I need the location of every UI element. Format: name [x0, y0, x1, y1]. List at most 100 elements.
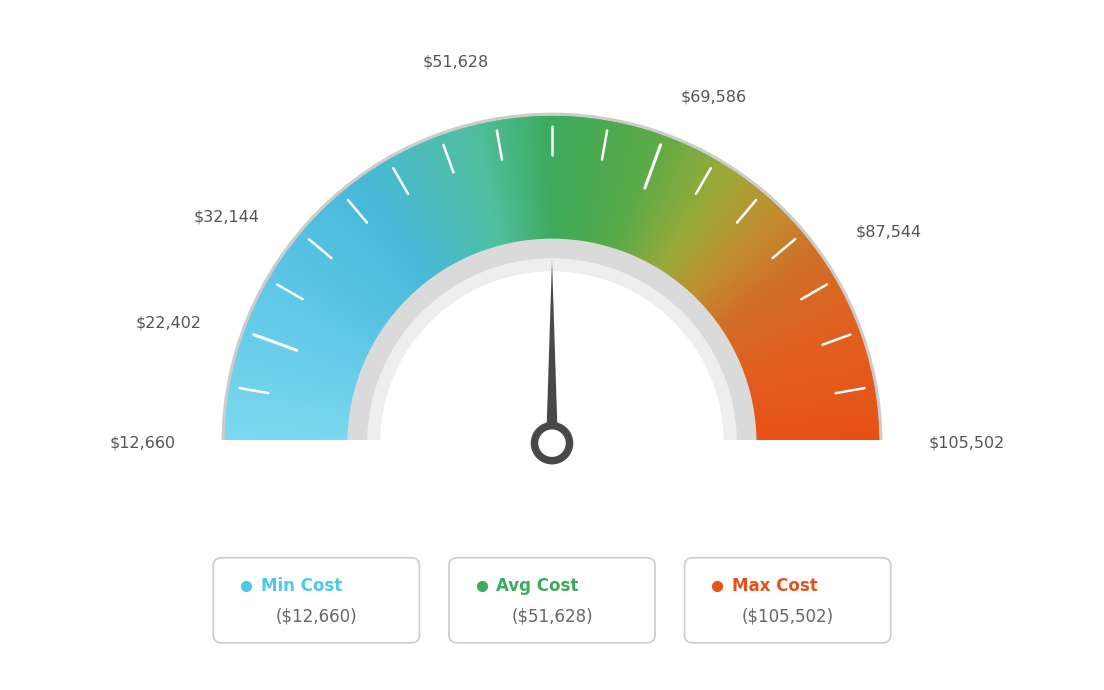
Wedge shape: [707, 232, 805, 315]
Wedge shape: [247, 319, 364, 369]
Wedge shape: [283, 254, 386, 328]
Wedge shape: [489, 121, 517, 244]
Wedge shape: [561, 116, 571, 241]
FancyBboxPatch shape: [684, 558, 891, 643]
Wedge shape: [274, 267, 381, 337]
Wedge shape: [755, 440, 879, 444]
Wedge shape: [565, 117, 578, 241]
Wedge shape: [755, 434, 879, 441]
Wedge shape: [724, 271, 832, 339]
Wedge shape: [278, 260, 384, 333]
Wedge shape: [318, 211, 410, 302]
Wedge shape: [339, 192, 422, 289]
Wedge shape: [687, 199, 773, 293]
Wedge shape: [724, 269, 831, 338]
Wedge shape: [638, 146, 694, 261]
Wedge shape: [306, 224, 402, 310]
Wedge shape: [702, 224, 798, 310]
Wedge shape: [477, 124, 509, 246]
Wedge shape: [697, 213, 788, 302]
Wedge shape: [740, 317, 856, 368]
Wedge shape: [238, 346, 359, 386]
Wedge shape: [240, 341, 359, 383]
Wedge shape: [340, 190, 423, 288]
Wedge shape: [291, 241, 392, 321]
Wedge shape: [541, 116, 548, 240]
Wedge shape: [636, 146, 692, 260]
Wedge shape: [751, 375, 873, 404]
Wedge shape: [361, 175, 436, 279]
Wedge shape: [400, 151, 460, 264]
Wedge shape: [375, 165, 445, 273]
Wedge shape: [708, 234, 807, 315]
Wedge shape: [443, 133, 487, 252]
Wedge shape: [473, 125, 506, 246]
Wedge shape: [691, 206, 781, 298]
Wedge shape: [227, 401, 351, 420]
Wedge shape: [258, 293, 372, 353]
Wedge shape: [739, 315, 854, 366]
Wedge shape: [698, 215, 789, 304]
FancyBboxPatch shape: [449, 558, 655, 643]
Wedge shape: [730, 287, 841, 349]
Wedge shape: [373, 166, 444, 273]
Wedge shape: [226, 411, 350, 426]
Wedge shape: [734, 300, 849, 357]
Wedge shape: [643, 150, 701, 263]
Wedge shape: [288, 246, 390, 323]
Wedge shape: [225, 434, 349, 441]
Wedge shape: [495, 120, 519, 244]
Wedge shape: [677, 186, 757, 285]
Wedge shape: [572, 117, 590, 242]
Wedge shape: [316, 213, 407, 302]
Wedge shape: [347, 186, 427, 285]
Wedge shape: [586, 121, 612, 244]
Wedge shape: [416, 144, 470, 259]
Wedge shape: [693, 209, 784, 300]
Wedge shape: [725, 273, 835, 340]
Wedge shape: [714, 248, 817, 324]
Wedge shape: [571, 117, 586, 242]
Wedge shape: [300, 230, 399, 313]
Wedge shape: [660, 166, 731, 273]
Wedge shape: [734, 298, 848, 356]
Polygon shape: [546, 260, 558, 443]
Wedge shape: [741, 324, 859, 372]
Wedge shape: [709, 236, 808, 317]
Wedge shape: [661, 168, 733, 274]
Wedge shape: [253, 305, 368, 360]
Wedge shape: [241, 336, 360, 380]
Wedge shape: [535, 116, 544, 241]
Wedge shape: [606, 128, 645, 248]
Wedge shape: [585, 120, 609, 244]
Wedge shape: [699, 217, 792, 305]
Wedge shape: [244, 329, 362, 375]
Circle shape: [539, 429, 565, 457]
Wedge shape: [242, 334, 361, 378]
Wedge shape: [625, 137, 673, 255]
Wedge shape: [368, 258, 736, 443]
Wedge shape: [276, 263, 383, 334]
Wedge shape: [667, 173, 741, 277]
Wedge shape: [327, 202, 415, 296]
Wedge shape: [426, 139, 477, 256]
Wedge shape: [225, 432, 349, 439]
Wedge shape: [618, 134, 664, 253]
Wedge shape: [731, 289, 843, 351]
Text: $51,628: $51,628: [423, 55, 489, 69]
Wedge shape: [582, 119, 604, 243]
Wedge shape: [236, 351, 358, 388]
Wedge shape: [229, 386, 352, 411]
Wedge shape: [714, 246, 816, 323]
Wedge shape: [267, 278, 376, 343]
Wedge shape: [669, 176, 745, 279]
Wedge shape: [397, 152, 459, 264]
Wedge shape: [609, 129, 649, 250]
Wedge shape: [723, 267, 830, 337]
Wedge shape: [726, 275, 836, 342]
Wedge shape: [302, 228, 400, 312]
Wedge shape: [694, 211, 786, 302]
Wedge shape: [741, 322, 858, 371]
Wedge shape: [289, 244, 391, 322]
Wedge shape: [263, 287, 374, 349]
